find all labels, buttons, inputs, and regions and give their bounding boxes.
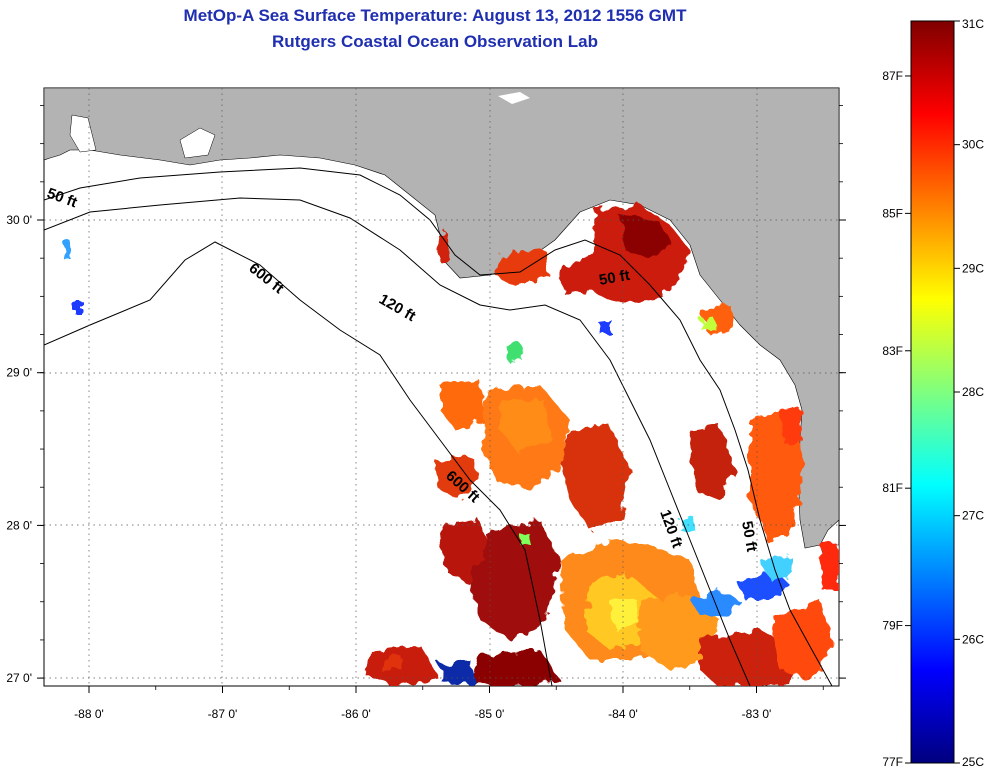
contour-600ft	[44, 241, 553, 686]
lat-tick-label: 30 0'	[6, 213, 32, 227]
bay-inlet	[179, 127, 216, 159]
lat-tick-label: 28 0'	[6, 518, 32, 532]
colorbar-ticks: 31C 30C 29C 28C 27C 26C 25C 87F 85F 83F 81F 79F 77F	[882, 17, 984, 769]
depth-contours	[44, 167, 833, 686]
colorbar-celsius-label: 28C	[962, 385, 984, 399]
colorbar-celsius-label: 30C	[962, 138, 984, 152]
lon-tick-label: -86 0'	[341, 707, 371, 721]
colorbar	[910, 20, 955, 764]
depth-label-50ft-big-bend: 50 ft	[598, 267, 631, 289]
lon-tick-label: -87 0'	[208, 707, 238, 721]
lon-tick-label: -84 0'	[608, 707, 638, 721]
map-subtitle: Rutgers Coastal Ocean Observation Lab	[272, 32, 598, 51]
colorbar-fahrenheit-label: 79F	[882, 619, 903, 633]
sst-patches	[62, 205, 838, 686]
map-title: MetOp-A Sea Surface Temperature: August …	[183, 6, 687, 25]
graticule	[44, 88, 839, 686]
colorbar-fahrenheit-label: 85F	[882, 206, 903, 220]
lake	[498, 92, 530, 104]
latitude-axis: 30 0' 29 0' 28 0' 27 0'	[6, 105, 846, 685]
lon-tick-label: -88 0'	[74, 707, 104, 721]
depth-label-50ft-south: 50 ft	[738, 520, 760, 553]
colorbar-celsius-label: 27C	[962, 509, 984, 523]
longitude-axis: -88 0' -87 0' -86 0' -85 0' -84 0' -83 0'	[74, 686, 824, 721]
lon-tick-label: -83 0'	[742, 707, 772, 721]
lat-tick-label: 27 0'	[6, 671, 32, 685]
colorbar-fahrenheit-label: 87F	[882, 69, 903, 83]
colorbar-celsius-label: 29C	[962, 261, 984, 275]
colorbar-fahrenheit-label: 81F	[882, 481, 903, 495]
colorbar-celsius-label: 31C	[962, 17, 984, 31]
bay-inlet	[69, 114, 97, 153]
colorbar-fahrenheit-label: 77F	[882, 755, 903, 769]
lat-tick-label: 29 0'	[6, 366, 32, 380]
contour-120ft	[44, 197, 751, 686]
colorbar-celsius-label: 26C	[962, 632, 984, 646]
colorbar-celsius-label: 25C	[962, 755, 984, 769]
contour-50ft-west	[44, 167, 833, 686]
lon-tick-label: -85 0'	[475, 707, 505, 721]
colorbar-fahrenheit-label: 83F	[882, 344, 903, 358]
